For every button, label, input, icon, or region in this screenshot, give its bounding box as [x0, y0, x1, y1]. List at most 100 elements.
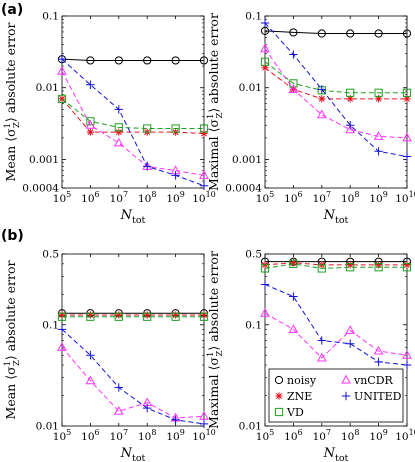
data-point-UNITED [171, 415, 180, 425]
legend-entry-noisy: noisy [274, 374, 317, 387]
series-line-vnCDR [61, 70, 205, 176]
legend-marker-vnCDR [341, 374, 351, 384]
x-axis-label: Ntot [120, 208, 146, 226]
data-point-UNITED [260, 18, 270, 28]
data-point-VD [171, 312, 180, 321]
data-point-UNITED [143, 162, 152, 171]
chart-b-mean: 105 106 107 108 109 1010 0.01 0.1 0.5 Mean ⟨σ1Z⟩ … [3, 249, 216, 462]
series-UNITED [57, 325, 209, 429]
x-tick-label: 105 [256, 428, 274, 443]
y-tick-label: 0.1 [42, 11, 59, 23]
x-tick-label: 107 [313, 190, 331, 205]
legend: noisy vnCDR ZNE UNITED VD [268, 368, 404, 423]
legend-marker-VD [274, 407, 284, 417]
panel-label-b: (b) [1, 228, 24, 244]
data-point-ZNE [346, 95, 354, 103]
series-line-noisy [61, 58, 204, 61]
x-tick-label: 105 [53, 428, 71, 443]
data-point-VD [289, 259, 298, 268]
data-point-VD [260, 57, 270, 66]
data-point-UNITED [289, 292, 298, 301]
data-point-VD [402, 88, 412, 97]
x-tick-label: 108 [341, 428, 359, 443]
series-vnCDR [260, 43, 412, 142]
data-point-UNITED [199, 181, 209, 190]
data-point-VD [317, 264, 326, 273]
x-tick-label: 107 [110, 428, 128, 443]
data-point-ZNE [403, 95, 411, 103]
data-point-ZNE [58, 311, 66, 319]
series-UNITED [260, 280, 412, 370]
x-tick-label: 1010 [395, 428, 415, 443]
data-point-UNITED [346, 121, 355, 130]
panel-label-a: (a) [1, 2, 23, 18]
data-point-VD [346, 263, 355, 272]
data-point-vnCDR [288, 84, 299, 93]
data-point-noisy [114, 56, 123, 65]
legend-box [268, 368, 404, 423]
data-point-VD [114, 123, 123, 132]
series-UNITED [57, 54, 209, 190]
data-point-UNITED [171, 171, 180, 180]
data-point-vnCDR [199, 170, 209, 179]
data-point-vnCDR [113, 405, 124, 415]
y-axis-label: Maximal ⟨σ1Z⟩ absolute error [206, 13, 225, 191]
series-VD [57, 312, 209, 321]
data-point-UNITED [114, 105, 123, 114]
x-tick-label: 1010 [192, 428, 216, 443]
data-point-noisy [374, 29, 383, 38]
data-point-UNITED [57, 325, 67, 334]
data-point-ZNE [143, 311, 151, 319]
series-line-vnCDR [61, 346, 205, 419]
series-vnCDR [260, 307, 412, 362]
series-vnCDR [57, 341, 209, 422]
data-point-vnCDR [57, 65, 67, 75]
data-point-ZNE [200, 311, 208, 319]
legend-entry-ZNE: ZNE [275, 390, 312, 403]
data-point-ZNE [318, 95, 326, 103]
x-axis-label: Ntot [120, 446, 146, 462]
x-tick-label: 109 [166, 428, 184, 443]
x-tick-label: 106 [284, 190, 302, 205]
legend-marker-ZNE [275, 392, 283, 400]
data-point-VD [57, 94, 67, 103]
data-point-VD [143, 312, 152, 321]
data-point-ZNE [289, 259, 297, 267]
data-point-ZNE [172, 311, 180, 319]
y-tick-label: 0.0004 [225, 183, 262, 195]
data-point-UNITED [199, 419, 209, 429]
data-point-UNITED [317, 85, 326, 94]
data-point-vnCDR [402, 350, 412, 359]
data-point-ZNE [86, 128, 94, 136]
series-VD [260, 57, 412, 97]
x-tick-label: 108 [341, 190, 359, 205]
x-axis-label: Ntot [323, 208, 349, 226]
data-point-VD [346, 88, 355, 97]
legend-entry-VD: VD [274, 406, 304, 419]
data-point-noisy [199, 56, 209, 65]
legend-marker-UNITED [341, 391, 351, 401]
series-line-UNITED [61, 329, 205, 425]
plot-frame [264, 15, 408, 189]
x-tick-label: 108 [138, 428, 156, 443]
series-UNITED [260, 18, 412, 161]
series-ZNE [58, 311, 208, 319]
data-point-UNITED [317, 336, 326, 345]
series-line-noisy [264, 30, 407, 35]
data-point-vnCDR [260, 43, 270, 53]
y-axis-label: Mean ⟨σ1Z⟩ absolute error [3, 261, 22, 420]
data-point-VD [374, 88, 383, 97]
data-point-vnCDR [316, 109, 327, 119]
data-point-UNITED [86, 351, 95, 360]
data-point-ZNE [403, 261, 411, 269]
data-point-vnCDR [402, 132, 412, 142]
legend-entry-vnCDR: vnCDR [341, 374, 394, 387]
data-point-UNITED [143, 403, 152, 413]
data-point-UNITED [402, 360, 412, 370]
data-point-VD [199, 312, 209, 321]
data-point-noisy [317, 29, 326, 38]
y-axis-label: Maximal ⟨σ1Z⟩ absolute error [206, 251, 225, 429]
y-axis-label: Mean ⟨σ1Z⟩ absolute error [3, 23, 22, 182]
data-point-vnCDR [113, 137, 124, 147]
